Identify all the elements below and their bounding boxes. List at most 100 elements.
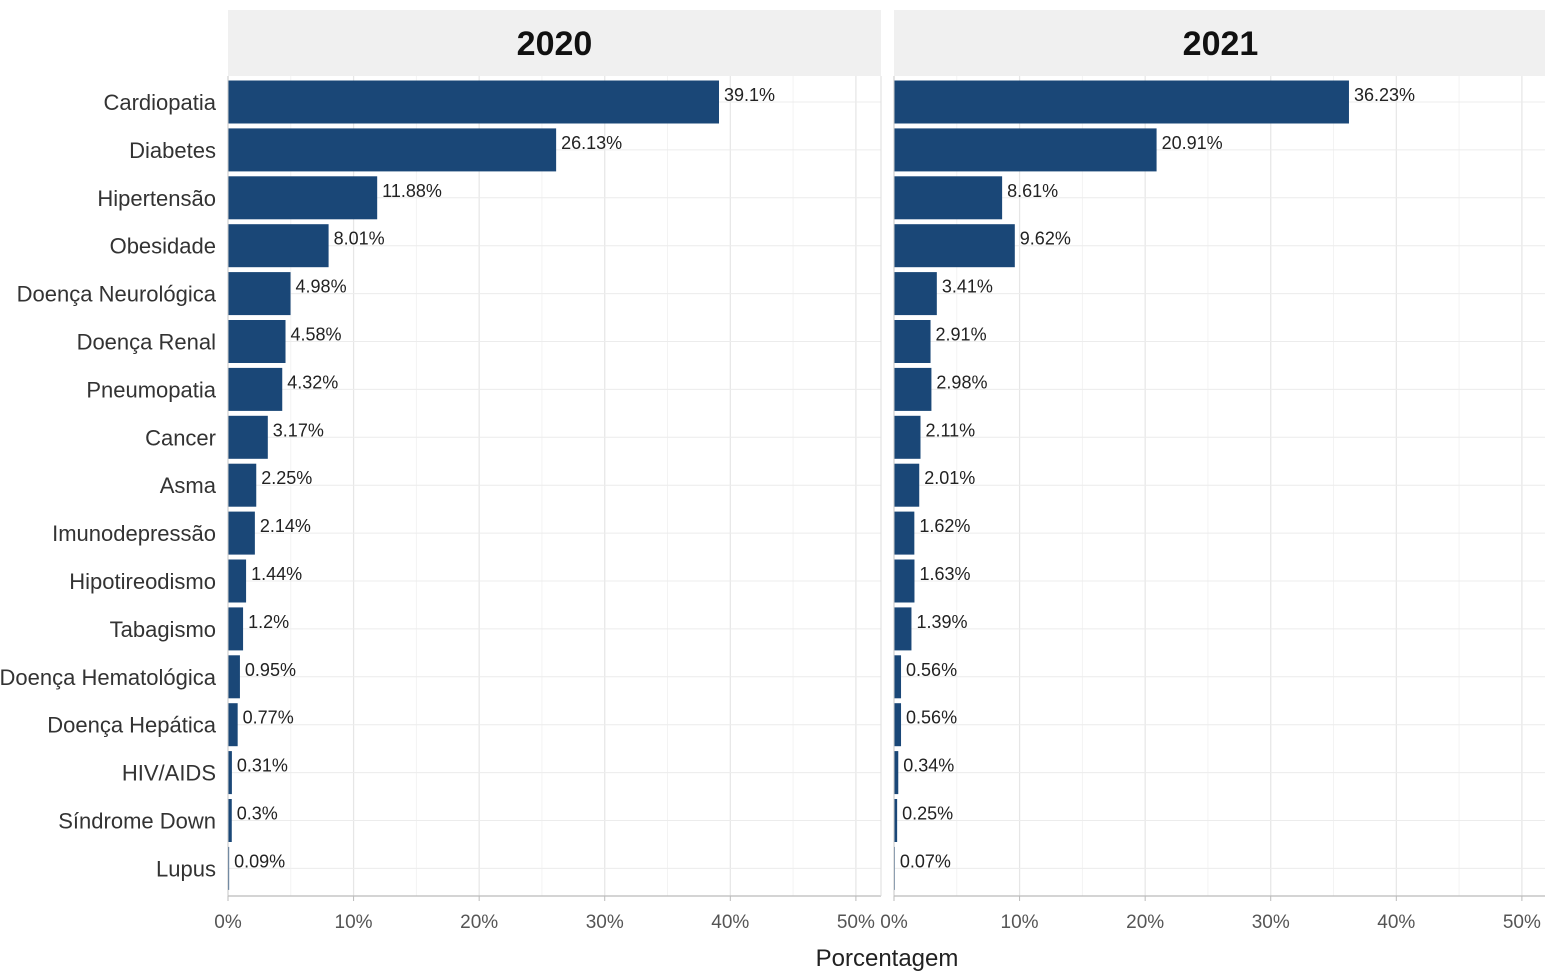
category-label: Doença Hematológica — [0, 665, 217, 690]
bar-value-label: 0.95% — [245, 660, 296, 680]
category-label: Cardiopatia — [103, 90, 216, 115]
category-label: Síndrome Down — [58, 809, 216, 834]
x-tick-label: 30% — [586, 912, 624, 933]
bar-value-label: 8.61% — [1007, 181, 1058, 201]
bar — [228, 367, 283, 411]
category-label: Doença Hepática — [47, 713, 217, 738]
bar-value-label: 2.01% — [924, 468, 975, 488]
bar-value-label: 0.34% — [903, 756, 954, 776]
category-label: HIV/AIDS — [122, 761, 216, 786]
x-tick-label: 10% — [1001, 912, 1039, 933]
bar-value-label: 26.13% — [561, 133, 622, 153]
bar — [228, 751, 232, 795]
bar-value-label: 2.11% — [925, 420, 975, 440]
bar — [894, 320, 931, 363]
bar-value-label: 1.62% — [919, 516, 970, 536]
bar-value-label: 0.09% — [234, 851, 285, 871]
bar-value-label: 1.63% — [919, 564, 970, 584]
bar-value-label: 1.44% — [251, 564, 302, 584]
bar — [894, 751, 899, 795]
bar — [894, 272, 937, 316]
bar — [894, 176, 1003, 220]
bar — [894, 415, 921, 459]
bar — [228, 511, 255, 555]
bar-value-label: 4.32% — [287, 372, 338, 392]
bar-value-label: 0.56% — [906, 708, 957, 728]
bar — [228, 128, 557, 172]
bar-value-label: 2.25% — [261, 468, 312, 488]
category-label: Doença Neurológica — [17, 282, 217, 307]
category-label: Hipertensão — [97, 186, 216, 211]
bar-value-label: 0.07% — [900, 851, 951, 871]
bar — [894, 511, 915, 555]
bar — [894, 607, 912, 651]
bar — [228, 655, 240, 699]
x-tick-label: 40% — [711, 912, 749, 933]
panel-2021: 2021 36.23% 20.91% 8.61% 9.62% 3.41% 2.91% 2.98… — [880, 10, 1545, 933]
panel-2020: 2020 39.1% 26.13% 11.88% 8.01% 4.98% 4.58% 4.32… — [214, 10, 882, 933]
bar-value-label: 4.98% — [296, 277, 347, 297]
x-tick-label: 30% — [1252, 912, 1290, 933]
bar — [894, 224, 1015, 268]
bar-value-label: 39.1% — [724, 85, 775, 105]
bar-value-label: 0.3% — [237, 804, 278, 824]
bar — [228, 607, 244, 651]
x-tick-label: 50% — [1503, 912, 1541, 933]
chart-panels: 2020 39.1% 26.13% 11.88% 8.01% 4.98% 4.58% 4.32… — [0, 10, 1545, 933]
bar — [228, 176, 378, 220]
bar-value-label: 0.31% — [237, 756, 288, 776]
category-label: Asma — [160, 473, 217, 498]
bar — [894, 655, 902, 699]
bar — [894, 80, 1349, 124]
bar-value-label: 0.56% — [906, 660, 957, 680]
x-axis-title: Porcentagem — [816, 945, 959, 972]
plot-area — [894, 76, 1545, 896]
bar — [894, 559, 915, 603]
category-label: Doença Renal — [77, 330, 216, 355]
category-label: Obesidade — [110, 234, 216, 259]
bar-value-label: 0.77% — [243, 708, 294, 728]
bar-value-label: 11.88% — [382, 181, 442, 201]
bar — [228, 463, 257, 507]
category-label: Hipotireodismo — [69, 569, 216, 594]
bar-value-label: 36.23% — [1354, 85, 1415, 105]
category-label: Cancer — [145, 425, 216, 450]
x-tick-label: 20% — [1126, 912, 1164, 933]
bar-value-label: 2.14% — [260, 516, 311, 536]
bar — [228, 799, 232, 842]
x-tick-label: 20% — [460, 912, 498, 933]
bar-value-label: 8.01% — [334, 229, 385, 249]
x-tick-label: 50% — [837, 912, 875, 933]
bar — [894, 367, 932, 411]
x-tick-label: 0% — [214, 912, 242, 933]
bar — [228, 703, 238, 747]
bar — [228, 80, 720, 124]
bar — [228, 272, 291, 316]
category-label: Lupus — [156, 856, 216, 881]
facet-title: 2021 — [1183, 25, 1259, 63]
bar-value-label: 2.91% — [936, 325, 987, 345]
x-tick-label: 10% — [335, 912, 373, 933]
bar-value-label: 3.17% — [273, 420, 324, 440]
bar-value-label: 0.25% — [902, 804, 953, 824]
bar — [228, 224, 329, 268]
bar — [228, 846, 230, 890]
bar — [894, 463, 920, 507]
bar — [894, 799, 898, 842]
facet-title: 2020 — [517, 25, 593, 63]
x-tick-label: 40% — [1377, 912, 1415, 933]
category-label: Imunodepressão — [52, 521, 216, 546]
bar — [228, 320, 286, 363]
bar-value-label: 1.2% — [248, 612, 289, 632]
bar-value-label: 2.98% — [936, 372, 987, 392]
bar-value-label: 9.62% — [1020, 229, 1071, 249]
bar — [228, 415, 268, 459]
bar-value-label: 1.39% — [916, 612, 967, 632]
bar — [894, 128, 1157, 172]
bar — [228, 559, 247, 603]
facet-strip — [894, 10, 1545, 76]
bar-value-label: 20.91% — [1162, 133, 1223, 153]
category-label: Pneumopatia — [86, 377, 216, 402]
category-label: Tabagismo — [110, 617, 216, 642]
